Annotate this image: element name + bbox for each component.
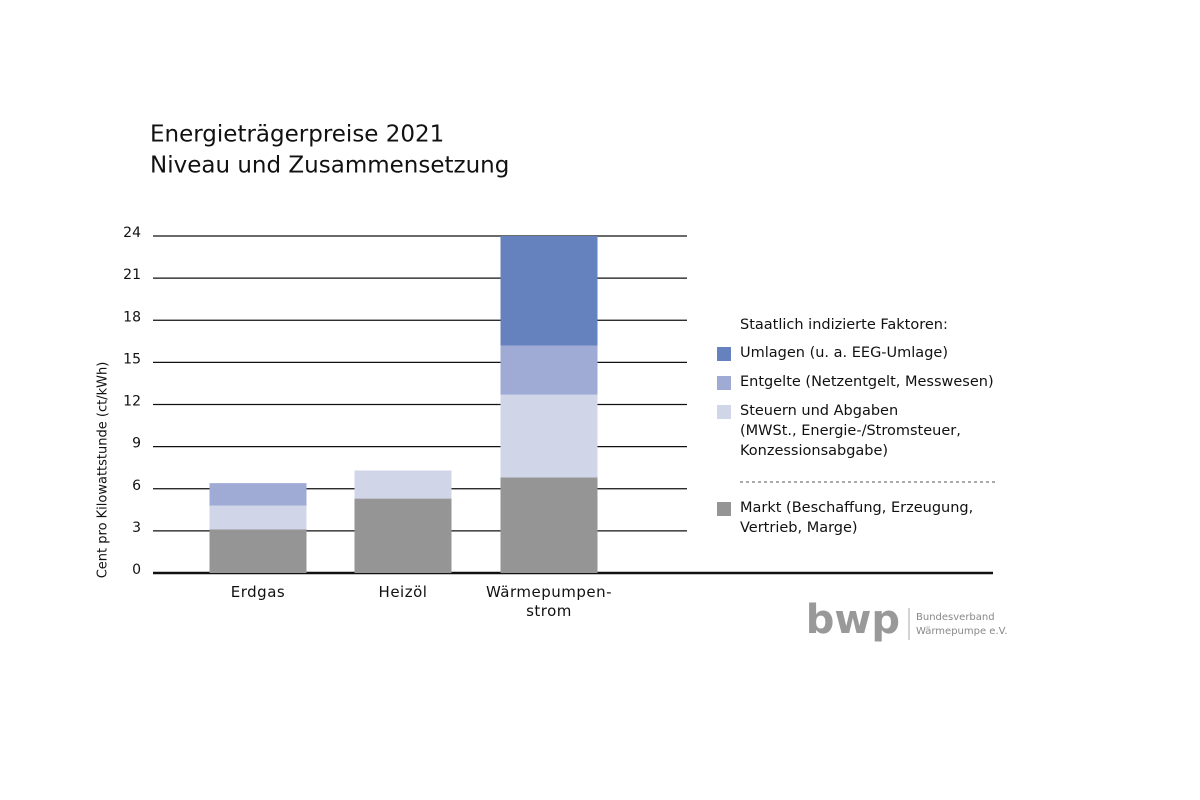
logo-text: Wärmepumpe e.V. bbox=[916, 626, 1007, 637]
y-tick-label: 0 bbox=[132, 562, 141, 578]
x-tick-label: Wärmepumpen- strom bbox=[485, 583, 613, 620]
legend-title: Staatlich indizierte Faktoren: bbox=[740, 317, 948, 333]
bar-segment bbox=[354, 498, 452, 573]
bar-segment bbox=[500, 345, 598, 395]
legend-label: Steuern und Abgaben (MWSt., Energie-/Str… bbox=[740, 403, 961, 459]
logo-text: Bundesverband bbox=[916, 612, 995, 623]
y-tick-label: 3 bbox=[132, 520, 141, 536]
bar-segment bbox=[354, 470, 452, 499]
x-tick-label: Erdgas bbox=[230, 583, 286, 601]
chart-subtitle: Niveau und Zusammensetzung bbox=[150, 153, 509, 179]
bar-segment bbox=[500, 236, 598, 346]
y-tick-label: 18 bbox=[123, 309, 141, 325]
bar-segment bbox=[209, 529, 307, 573]
y-tick-label: 9 bbox=[132, 436, 141, 452]
legend-label: Entgelte (Netzentgelt, Messwesen) bbox=[740, 374, 994, 390]
chart-title: Energieträgerpreise 2021 bbox=[150, 122, 444, 148]
y-tick-label: 6 bbox=[132, 478, 141, 494]
legend-swatch bbox=[717, 347, 731, 361]
legend-label: Umlagen (u. a. EEG-Umlage) bbox=[740, 345, 948, 361]
bar-segment bbox=[500, 477, 598, 573]
legend-swatch bbox=[717, 502, 731, 516]
legend-label: Markt (Beschaffung, Erzeugung, Vertrieb,… bbox=[740, 500, 974, 536]
bar-segment bbox=[209, 505, 307, 530]
x-tick-label: Heizöl bbox=[378, 583, 428, 601]
y-tick-label: 24 bbox=[123, 225, 141, 241]
logo-mark: bwp bbox=[806, 597, 900, 643]
legend-swatch bbox=[717, 376, 731, 390]
bar-segment bbox=[500, 394, 598, 478]
bar-segment bbox=[209, 483, 307, 506]
y-tick-label: 15 bbox=[123, 351, 141, 367]
y-tick-label: 21 bbox=[123, 267, 141, 283]
y-axis-label: Cent pro Kilowattstunde (ct/kWh) bbox=[96, 362, 111, 579]
y-tick-label: 12 bbox=[123, 394, 141, 410]
legend-swatch bbox=[717, 405, 731, 419]
